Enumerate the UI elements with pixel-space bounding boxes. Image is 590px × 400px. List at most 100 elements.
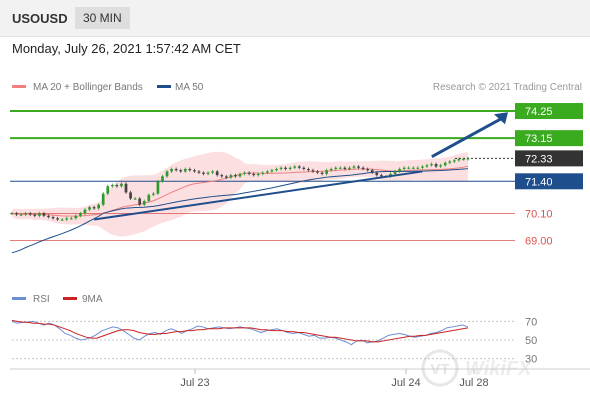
candle-body (179, 170, 183, 172)
candle-body (88, 207, 91, 210)
candle-body (430, 164, 433, 166)
candle-body (83, 209, 87, 214)
candle-body (92, 207, 96, 209)
candle-body (56, 218, 59, 220)
candlesticks (10, 156, 470, 221)
candle-body (24, 213, 28, 215)
candle-body (402, 167, 406, 169)
candle-body (329, 168, 333, 171)
level-badge-71.40 (515, 173, 583, 190)
candle-body (275, 168, 278, 171)
svg-text:WikiFX: WikiFX (465, 358, 533, 380)
candle-body (28, 213, 32, 215)
candle-body (115, 185, 119, 187)
level-badge-74.25 (515, 103, 583, 120)
candle-body (234, 175, 237, 177)
candle-body (293, 166, 297, 168)
ma9-legend-label: 9MA (82, 294, 103, 305)
x-tick-label: Jul 23 (180, 377, 209, 389)
candle-body (51, 217, 55, 219)
credit-label: Research © 2021 Trading Central (433, 82, 582, 93)
candle-body (311, 170, 315, 172)
timeframe-button[interactable]: 30 MIN (75, 7, 130, 29)
candle-body (334, 167, 338, 169)
candle-body (197, 171, 201, 173)
candle-body (120, 183, 123, 187)
candle-body (161, 176, 164, 182)
candle-body (448, 161, 452, 163)
rsi-tick-50: 50 (525, 335, 537, 347)
candle-body (124, 183, 128, 193)
rsi-line (11, 320, 469, 346)
candle-body (147, 194, 151, 202)
candle-body (370, 170, 374, 173)
candle-body (466, 158, 470, 160)
rsi-lines (11, 319, 469, 346)
rsi-tick-30: 30 (525, 354, 537, 366)
candle-body (462, 159, 465, 161)
candle-body (47, 215, 50, 218)
candle-body (452, 160, 456, 162)
candle-body (443, 162, 447, 166)
ma50-legend-swatch (157, 85, 171, 88)
candle-body (206, 172, 210, 174)
candle-body (97, 204, 100, 209)
candle-body (439, 165, 442, 167)
candle-body (357, 166, 360, 168)
candle-body (133, 198, 137, 200)
level-badge-72.33 (515, 150, 583, 167)
candle-body (60, 219, 64, 221)
trendline-group (93, 112, 508, 221)
svg-text:VT: VT (430, 361, 449, 378)
trendline (93, 170, 423, 221)
candle-body (343, 167, 347, 169)
candle-body (352, 166, 356, 168)
candle-body (138, 198, 142, 205)
candle-body (366, 168, 370, 171)
candle-body (288, 167, 292, 169)
candle-body (252, 173, 256, 176)
candle-body (320, 172, 324, 174)
candle-body (106, 186, 110, 194)
candle-body (224, 176, 228, 178)
symbol-label: USOUSD (12, 11, 68, 26)
candle-body (457, 159, 461, 161)
candle-body (302, 167, 306, 169)
candle-body (229, 175, 233, 178)
candle-body (156, 181, 160, 194)
ma20-legend-swatch (12, 85, 26, 88)
ma50-legend-label: MA 50 (175, 82, 204, 93)
candle-body (215, 171, 219, 176)
candle-body (393, 171, 397, 174)
candle-body (284, 167, 287, 169)
x-tick-labels: Jul 23 Jul 24 Jul 28 (180, 369, 489, 389)
candle-body (398, 168, 401, 172)
candle-body (33, 214, 37, 216)
candle-body (434, 164, 438, 167)
level-label-69.00: 69.00 (525, 235, 553, 247)
candle-body (380, 175, 383, 177)
forecast-arrow-shaft (431, 116, 503, 158)
candle-body (129, 192, 132, 199)
candle-body (316, 171, 319, 173)
x-tick-label: Jul 24 (391, 377, 420, 389)
candle-body (110, 185, 114, 187)
forecast-arrow-head (494, 112, 508, 125)
candle-body (238, 173, 242, 177)
candle-body (411, 167, 415, 169)
candle-body (74, 215, 78, 219)
candle-body (256, 173, 260, 176)
rsi-ma-line (11, 319, 469, 343)
candle-body (188, 168, 192, 171)
candle-body (279, 167, 283, 169)
candle-body (243, 172, 246, 174)
rsi-tick-labels: 70 50 30 (525, 316, 537, 365)
level-label-70.10: 70.10 (525, 208, 553, 220)
candle-body (38, 213, 41, 216)
level-badge-73.15 (515, 130, 583, 147)
chart-datetime: Monday, July 26, 2021 1:57:42 AM CET (12, 41, 241, 56)
level-label-73.15: 73.15 (525, 133, 553, 145)
candle-body (193, 170, 196, 172)
level-label-74.25: 74.25 (525, 106, 553, 118)
